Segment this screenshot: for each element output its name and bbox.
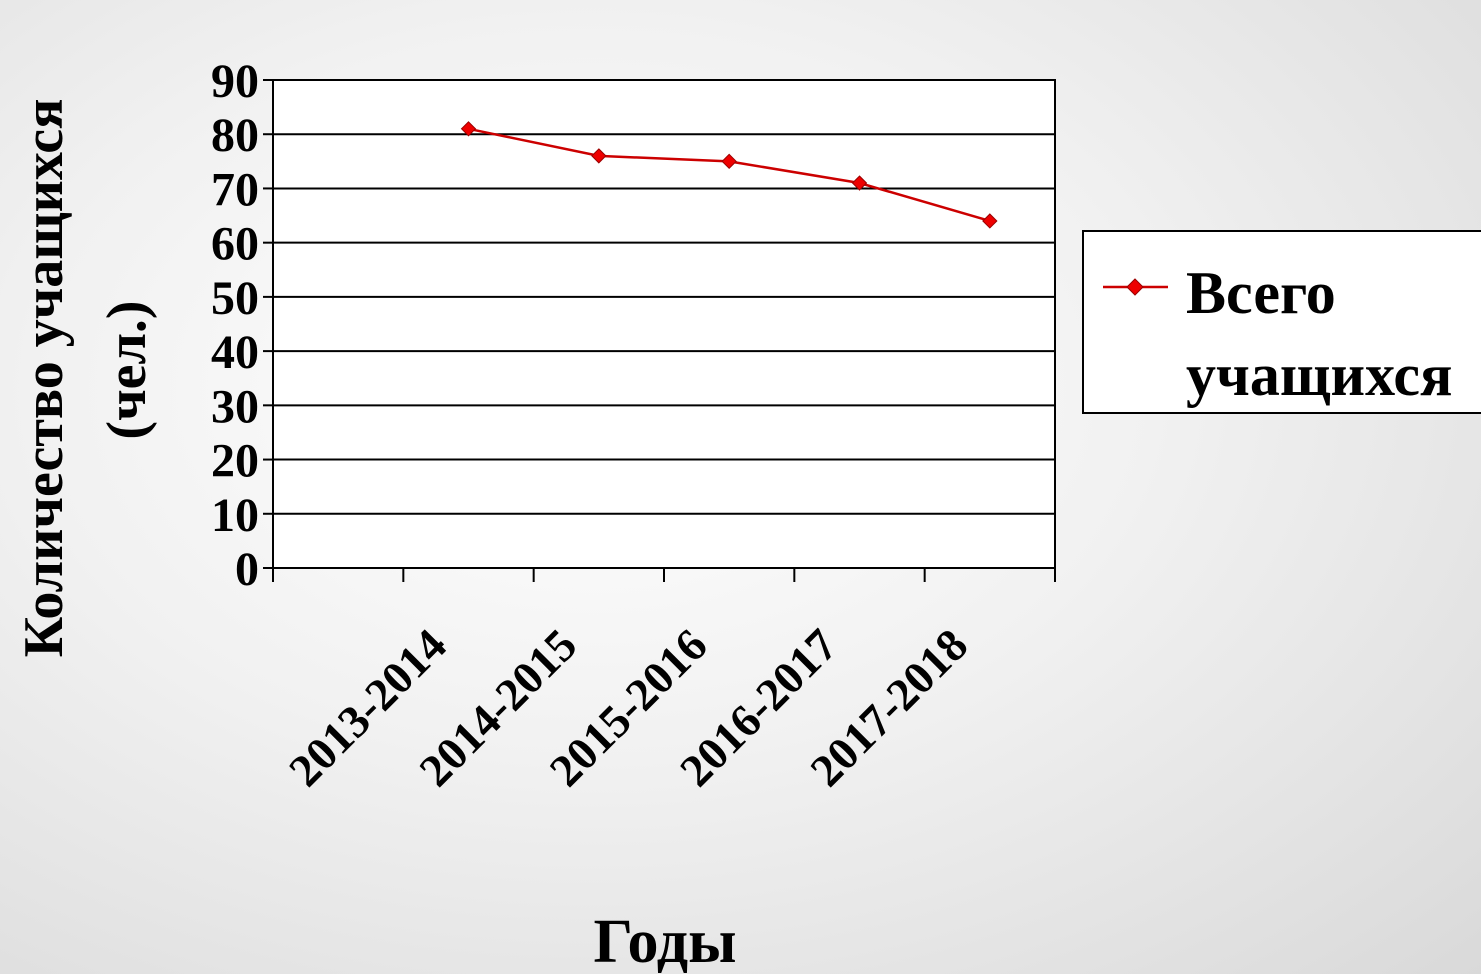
y-tick-label: 10	[211, 489, 259, 542]
y-tick-label: 50	[211, 272, 259, 325]
data-point-marker	[982, 213, 998, 229]
plot-area	[272, 79, 1056, 569]
y-tick-label: 80	[211, 109, 259, 162]
legend: Всего учащихся	[1082, 230, 1481, 414]
data-point-marker	[460, 121, 477, 137]
gridlines	[273, 133, 1055, 515]
y-tick-label: 40	[211, 326, 259, 379]
y-tick-label: 30	[211, 380, 259, 433]
y-tick-label: 0	[235, 543, 259, 596]
x-axis-ticks: 2013-20142014-20152015-20162016-20172017…	[272, 568, 1056, 796]
y-tick-label: 90	[211, 55, 259, 108]
x-axis-title: Годы	[594, 908, 737, 974]
data-point-marker	[851, 175, 868, 191]
y-tick-label: 70	[211, 163, 259, 216]
legend-series-marker	[1126, 278, 1144, 296]
data-point-marker	[591, 148, 607, 164]
y-tick-label: 60	[211, 218, 259, 271]
y-axis-title-line-2: (чел.)	[96, 300, 158, 439]
legend-label-line-1: Всего	[1186, 260, 1336, 326]
y-tick-label: 20	[211, 435, 259, 488]
series-layer	[460, 121, 998, 229]
y-axis-title-line-1: Количество учащихся	[13, 99, 75, 658]
legend-label-line-2: учащихся	[1186, 342, 1452, 408]
data-point-marker	[721, 153, 737, 170]
legend-box	[1082, 230, 1481, 414]
